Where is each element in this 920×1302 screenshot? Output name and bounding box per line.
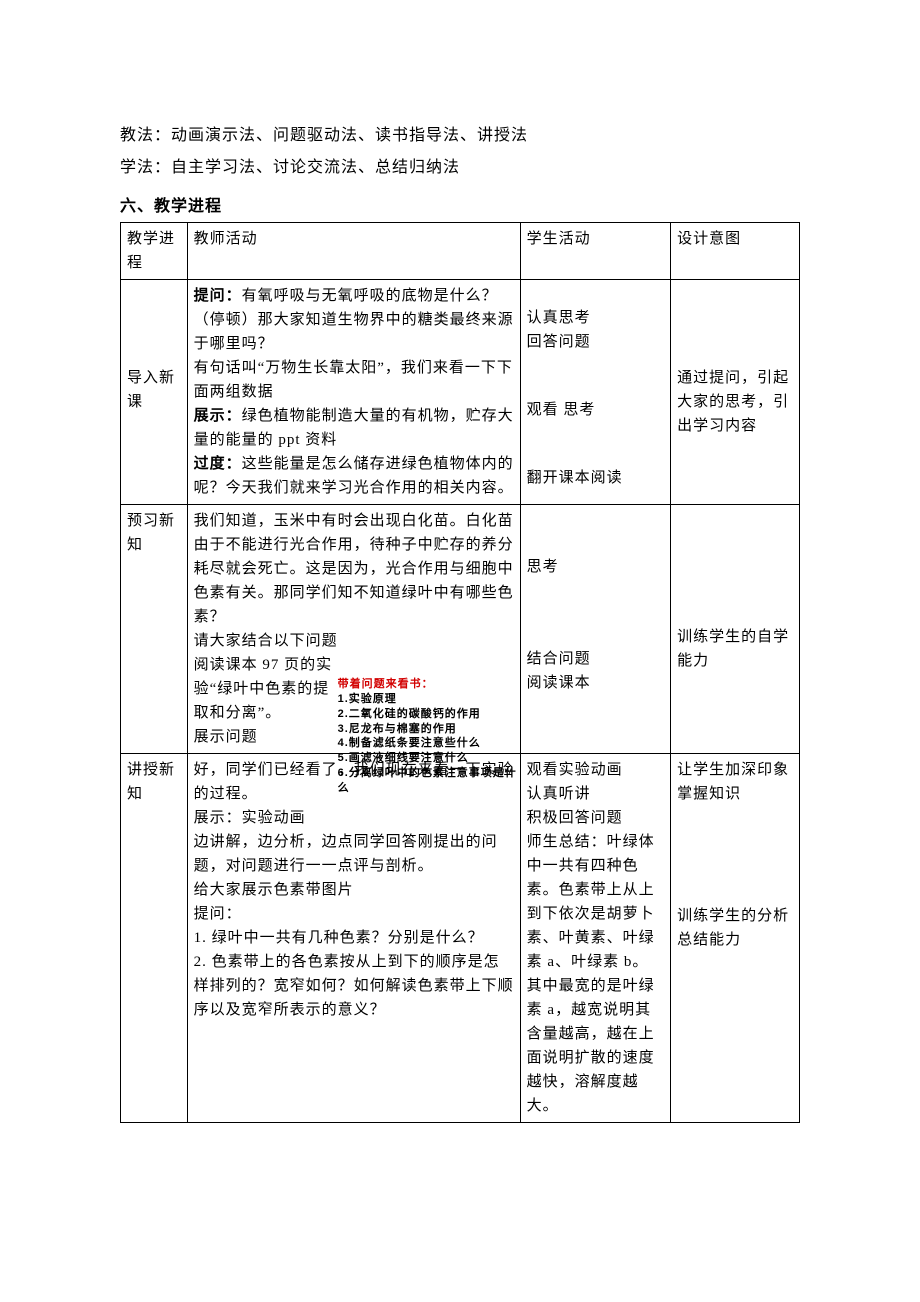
teacher-p2: 有句话叫“万物生长靠太阳”，我们来看一下下面两组数据: [194, 356, 514, 404]
cell-intent: 让学生加深印象掌握知识 训练学生的分析总结能力: [671, 754, 800, 1123]
page: 教法：动画演示法、问题驱动法、读书指导法、讲授法 学法：自主学习法、讨论交流法、…: [0, 0, 920, 1302]
teacher-p4: 给大家展示色素带图片: [194, 878, 514, 902]
teacher-p5: 提问：: [194, 902, 514, 926]
header-student: 学生活动: [520, 223, 670, 280]
student-s2: 结合问题: [527, 647, 664, 671]
lesson-table: 教学进程 教师活动 学生活动 设计意图 导入新课 提问：有氧呼吸与无氧呼吸的底物…: [120, 222, 800, 1123]
inset-item: 2.二氧化硅的碳酸钙的作用: [338, 707, 518, 722]
stage-text: 导入新课: [127, 370, 175, 410]
header-intent: 设计意图: [671, 223, 800, 280]
spacer: [127, 284, 181, 366]
inset-item: 3.尼龙布与棉塞的作用: [338, 722, 518, 737]
cell-student: 观看实验动画 认真听讲 积极回答问题 师生总结：叶绿体中一共有四种色素。色素带上…: [520, 754, 670, 1123]
teacher-p4-text: 这些能量是怎么储存进绿色植物体内的呢？今天我们就来学习光合作用的相关内容。: [194, 456, 514, 496]
teacher-p4: 过度：这些能量是怎么储存进绿色植物体内的呢？今天我们就来学习光合作用的相关内容。: [194, 452, 514, 500]
intro-label-1: 教法：: [120, 127, 171, 144]
student-s1: 认真思考: [527, 306, 664, 330]
inset-title: 带着问题来看书：: [338, 677, 518, 692]
spacer: [527, 284, 664, 306]
intent-text: 训练学生的自学能力: [677, 625, 793, 673]
cell-teacher: 提问：有氧呼吸与无氧呼吸的底物是什么？（停顿）那大家知道生物界中的糖类最终来源于…: [187, 280, 520, 505]
intent-i2: 训练学生的分析总结能力: [677, 904, 793, 952]
teacher-q2: 2. 色素带上的各色素按从上到下的顺序是怎样排列的？宽窄如何？如何解读色素带上下…: [194, 950, 514, 1022]
teacher-p2: 请大家结合以下问题阅读课本 97 页的实验“绿叶中色素的提取和分离”。: [194, 629, 344, 725]
teacher-p1-text: 有氧呼吸与无氧呼吸的底物是什么？（停顿）那大家知道生物界中的糖类最终来源于哪里吗…: [194, 288, 514, 352]
spacer: [527, 579, 664, 647]
teacher-p1: 提问：有氧呼吸与无氧呼吸的底物是什么？（停顿）那大家知道生物界中的糖类最终来源于…: [194, 284, 514, 356]
cell-intent: 通过提问，引起大家的思考，引出学习内容: [671, 280, 800, 505]
intent-text: 通过提问，引起大家的思考，引出学习内容: [677, 366, 793, 438]
student-s2: 认真听讲: [527, 782, 664, 806]
teacher-p4-bold: 过度：: [194, 455, 242, 472]
table-row: 讲授新知 好，同学们已经看了，我们现在来看一下实验的过程。 展示：实验动画 边讲…: [121, 754, 800, 1123]
spacer: [677, 509, 793, 625]
student-s3: 阅读课本: [527, 671, 664, 695]
table-row: 预习新知 我们知道，玉米中有时会出现白化苗。白化苗由于不能进行光合作用，待种子中…: [121, 505, 800, 754]
cell-stage: 讲授新知: [121, 754, 188, 1123]
cell-student: 认真思考 回答问题 观看 思考 翻开课本阅读: [520, 280, 670, 505]
spacer: [527, 422, 664, 466]
table-row: 导入新课 提问：有氧呼吸与无氧呼吸的底物是什么？（停顿）那大家知道生物界中的糖类…: [121, 280, 800, 505]
cell-stage: 预习新知: [121, 505, 188, 754]
cell-teacher: 好，同学们已经看了，我们现在来看一下实验的过程。 展示：实验动画 边讲解，边分析…: [187, 754, 520, 1123]
teacher-p3: 展示：绿色植物能制造大量的有机物，贮存大量的能量的 ppt 资料: [194, 404, 514, 452]
spacer: [677, 806, 793, 904]
intent-i1: 让学生加深印象掌握知识: [677, 758, 793, 806]
teacher-p1-bold: 提问：: [194, 287, 242, 304]
teacher-p1: 我们知道，玉米中有时会出现白化苗。白化苗由于不能进行光合作用，待种子中贮存的养分…: [194, 509, 514, 629]
cell-intent: 训练学生的自学能力: [671, 505, 800, 754]
inset-item: 5.画滤液细线要注意什么: [338, 751, 518, 766]
intro-text-1: 动画演示法、问题驱动法、读书指导法、讲授法: [171, 127, 528, 144]
teacher-p2: 展示：实验动画: [194, 806, 514, 830]
table-header-row: 教学进程 教师活动 学生活动 设计意图: [121, 223, 800, 280]
student-s2: 回答问题: [527, 330, 664, 354]
intro-line-2: 学法：自主学习法、讨论交流法、总结归纳法: [120, 152, 800, 184]
teacher-p3-bold: 展示：: [194, 407, 242, 424]
student-s1: 思考: [527, 555, 664, 579]
intro-line-1: 教法：动画演示法、问题驱动法、读书指导法、讲授法: [120, 120, 800, 152]
inset-questions: 带着问题来看书： 1.实验原理 2.二氧化硅的碳酸钙的作用 3.尼龙布与棉塞的作…: [338, 677, 518, 796]
student-s1: 观看实验动画: [527, 758, 664, 782]
section-title: 六、教学进程: [120, 192, 800, 216]
teacher-p3: 边讲解，边分析，边点同学回答刚提出的问题，对问题进行一一点评与剖析。: [194, 830, 514, 878]
spacer: [527, 354, 664, 398]
teacher-q1: 1. 绿叶中一共有几种色素？分别是什么？: [194, 926, 514, 950]
student-s4: 师生总结：叶绿体中一共有四种色素。色素带上从上到下依次是胡萝卜素、叶黄素、叶绿素…: [527, 830, 664, 1118]
cell-teacher: 我们知道，玉米中有时会出现白化苗。白化苗由于不能进行光合作用，待种子中贮存的养分…: [187, 505, 520, 754]
spacer: [527, 509, 664, 555]
header-teacher: 教师活动: [187, 223, 520, 280]
intro-text-2: 自主学习法、讨论交流法、总结归纳法: [171, 159, 460, 176]
inset-item: 4.制备滤纸条要注意些什么: [338, 736, 518, 751]
inset-item: 6.分离绿叶中的色素注意事项是什么: [338, 766, 518, 796]
inset-item: 1.实验原理: [338, 692, 518, 707]
student-s3: 观看 思考: [527, 398, 664, 422]
intro-label-2: 学法：: [120, 159, 171, 176]
cell-student: 思考 结合问题 阅读课本: [520, 505, 670, 754]
header-stage: 教学进程: [121, 223, 188, 280]
cell-stage: 导入新课: [121, 280, 188, 505]
student-s3: 积极回答问题: [527, 806, 664, 830]
teacher-p3-text: 绿色植物能制造大量的有机物，贮存大量的能量的 ppt 资料: [194, 408, 514, 448]
student-s4: 翻开课本阅读: [527, 466, 664, 490]
spacer: [677, 284, 793, 366]
